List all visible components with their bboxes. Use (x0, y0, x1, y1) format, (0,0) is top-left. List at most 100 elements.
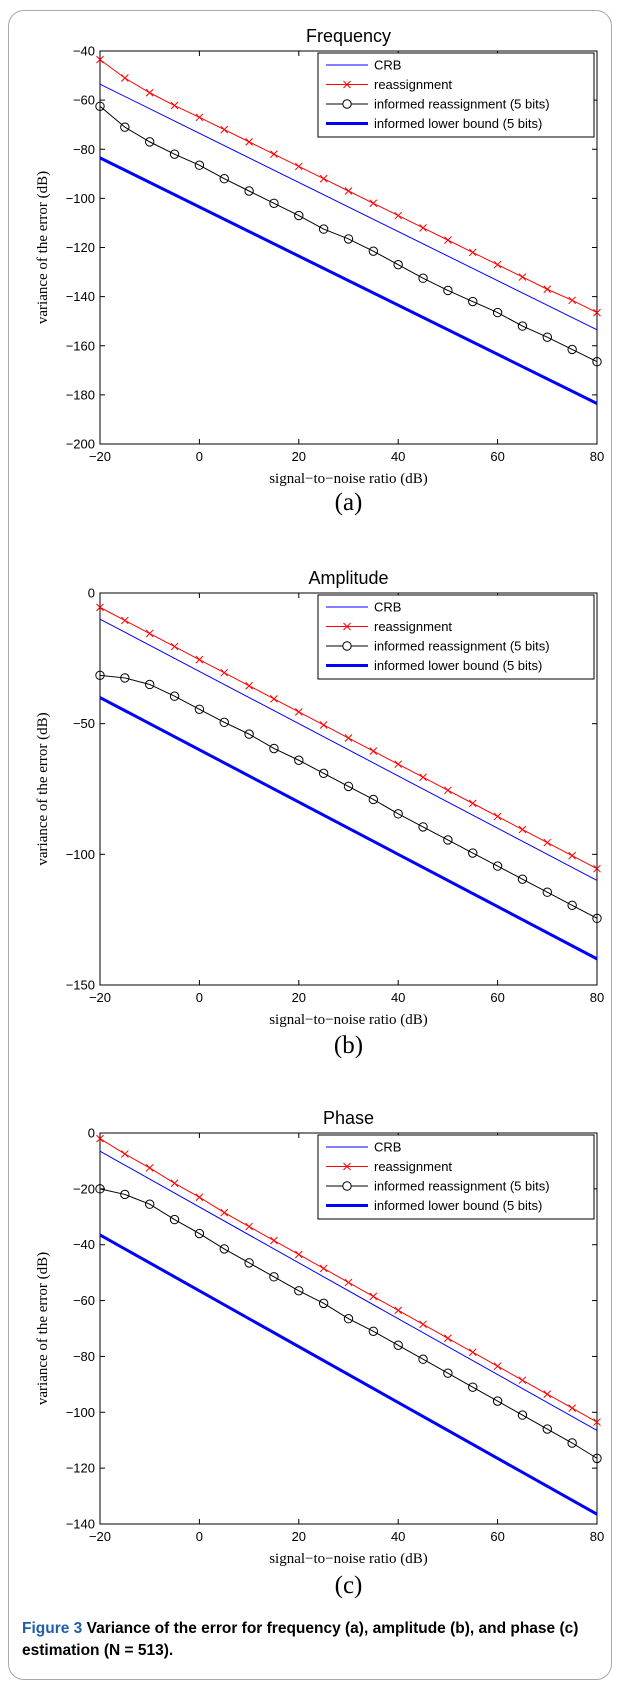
series-line-crb (99, 1150, 598, 1431)
data-point-informed (244, 1258, 254, 1268)
data-point-reassignment (369, 199, 378, 208)
y-tick-label: −40 (73, 1237, 95, 1252)
panel-label: (b) (334, 1032, 363, 1059)
y-axis-label: variance of the error (dB) (35, 171, 51, 324)
y-tick-label: −80 (73, 142, 95, 157)
series-line-informed (99, 1188, 598, 1459)
data-point-informed (95, 101, 105, 111)
data-point-reassignment (120, 1150, 129, 1158)
y-tick-label: −60 (73, 1293, 95, 1308)
data-point-reassignment (245, 1222, 253, 1231)
data-point-informed (145, 679, 155, 690)
y-tick-label: −150 (66, 978, 95, 993)
data-point-reassignment (568, 1404, 577, 1412)
y-tick-label: −140 (66, 289, 95, 304)
y-tick-label: 0 (88, 1126, 95, 1141)
data-point-informed (169, 149, 180, 159)
data-point-reassignment (195, 113, 204, 122)
data-point-informed (343, 234, 354, 244)
x-tick-label: −20 (89, 990, 111, 1005)
data-point-reassignment (270, 1236, 278, 1245)
data-point-informed (145, 1199, 155, 1209)
data-point-informed (294, 755, 304, 765)
data-point-reassignment (170, 1179, 179, 1188)
data-point-reassignment (319, 1264, 328, 1273)
data-point-informed (567, 1438, 577, 1448)
y-tick-label: −60 (73, 93, 95, 108)
data-point-informed (244, 729, 254, 739)
data-point-informed (443, 835, 453, 845)
y-tick-label: −80 (73, 1349, 95, 1364)
data-point-informed (542, 332, 552, 342)
chart-panel-3: Phase −20 0 20 40 60 80 −140 −120 −100 −80 −60 −40 −2… (35, 1108, 604, 1599)
data-point-reassignment (468, 1348, 477, 1357)
data-point-reassignment (344, 734, 353, 742)
legend-entry-lower_bound: informed lower bound (5 bits) (374, 1198, 542, 1213)
data-point-reassignment (568, 851, 577, 860)
y-tick-label: −100 (66, 1405, 95, 1420)
data-point-informed (592, 1453, 602, 1464)
chart-panel-2: Amplitude −20 0 20 40 60 80 −150 −100 −50 0 signal−… (35, 568, 604, 1059)
data-point-informed (269, 743, 279, 754)
chart-title: Frequency (306, 26, 391, 46)
x-tick-label: 60 (490, 990, 504, 1005)
data-point-informed (468, 1382, 478, 1392)
data-point-informed (194, 704, 205, 714)
data-point-informed (318, 768, 329, 779)
x-tick-label: 80 (590, 449, 604, 464)
figure-caption: Figure 3 Variance of the error for frequ… (22, 1618, 612, 1662)
data-point-informed (120, 1189, 130, 1200)
data-point-informed (194, 160, 205, 170)
data-point-informed (517, 1410, 528, 1420)
y-tick-label: −50 (73, 716, 95, 731)
legend-marker-informed (342, 1181, 352, 1191)
data-point-informed (443, 285, 453, 296)
data-point-reassignment (543, 838, 552, 847)
data-point-informed (120, 122, 130, 132)
x-tick-label: 0 (196, 1529, 203, 1544)
legend: CRB reassignment informed reassignment (5 … (317, 1134, 595, 1220)
x-tick-label: 60 (490, 1529, 504, 1544)
y-axis-label: variance of the error (dB) (35, 1252, 51, 1405)
legend-entry-informed: informed reassignment (5 bits) (374, 1179, 550, 1194)
data-point-informed (443, 1368, 453, 1378)
x-axis-label: signal−to−noise ratio (dB) (269, 1551, 428, 1567)
x-tick-label: −20 (89, 449, 111, 464)
y-tick-label: −100 (66, 191, 95, 206)
data-point-reassignment (245, 681, 253, 690)
data-point-informed (120, 673, 130, 683)
data-point-informed (169, 1214, 180, 1225)
data-point-reassignment (96, 603, 104, 612)
series-line-lower_bound (99, 696, 598, 961)
x-tick-label: 60 (490, 449, 504, 464)
data-point-informed (492, 1396, 503, 1406)
data-point-informed (368, 246, 379, 256)
chart-panel-1: Frequency−20 0 20 40 60 80−200−180−160−140−12… (35, 26, 604, 516)
series-line-lower_bound (99, 156, 598, 405)
data-point-reassignment (468, 248, 477, 257)
data-point-informed (343, 781, 354, 792)
data-point-reassignment (543, 1390, 552, 1398)
x-tick-label: 40 (391, 1529, 405, 1544)
data-point-reassignment (170, 101, 179, 110)
data-point-informed (95, 1184, 105, 1194)
data-point-informed (95, 670, 105, 681)
legend: CRB reassignment informed reassignment (5 … (317, 594, 595, 680)
data-point-reassignment (270, 694, 278, 703)
data-point-reassignment (220, 1208, 229, 1217)
data-point-informed (418, 822, 428, 832)
data-point-reassignment (394, 211, 403, 220)
data-point-informed (542, 1424, 552, 1434)
chart-title: Amplitude (308, 568, 388, 588)
data-point-informed (492, 861, 503, 871)
legend-entry-crb: CRB (374, 600, 401, 615)
data-point-reassignment (444, 786, 452, 795)
data-point-reassignment (493, 260, 502, 269)
y-tick-label: −20 (73, 1181, 95, 1196)
data-point-informed (393, 809, 403, 819)
data-point-reassignment (344, 187, 353, 195)
x-axis-label: signal−to−noise ratio (dB) (269, 1012, 428, 1028)
x-tick-label: 80 (590, 990, 604, 1005)
data-point-informed (418, 273, 428, 283)
